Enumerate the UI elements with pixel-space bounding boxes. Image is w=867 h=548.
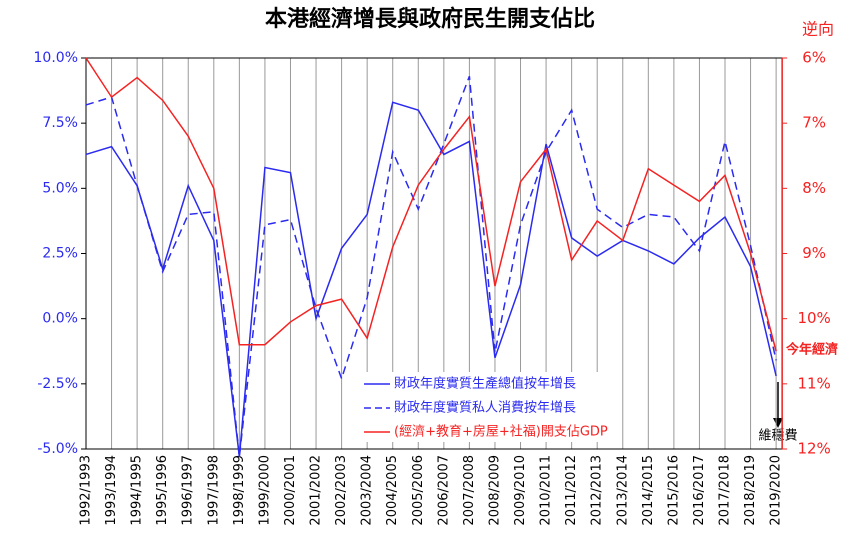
x-tick-label: 2019/2020 [769, 455, 784, 526]
legend-label: 財政年度實質私人消費按年增長 [394, 400, 576, 416]
y-tick-label: 7.5% [42, 115, 78, 131]
x-tick-label: 2015/2016 [666, 455, 681, 526]
data-line [85, 101, 777, 457]
annotation: 今年經濟 [785, 342, 838, 358]
x-tick-label: 1994/1995 [130, 455, 145, 526]
y2-tick-label: 12% [797, 440, 830, 458]
y2-tick-label: 9% [802, 244, 826, 262]
y-tick-label: 0.0% [42, 311, 78, 327]
x-tick-label: 1992/1993 [79, 455, 94, 526]
x-tick-label: 1995/1996 [155, 455, 170, 526]
x-tick-label: 1993/1994 [104, 455, 119, 526]
x-tick-label: 2006/2007 [436, 455, 451, 526]
x-tick-label: 1996/1997 [181, 455, 196, 526]
x-tick-label: 2003/2004 [360, 455, 375, 526]
annotation-arrowhead [773, 418, 783, 428]
x-tick-label: 2016/2017 [692, 455, 707, 526]
chart-title: 本港經濟增長與政府民生開支佔比 [265, 6, 595, 32]
y-tick-label: 2.5% [42, 246, 78, 262]
y2-axis-label: 逆向 [802, 20, 834, 39]
legend-label: 財政年度實質生產總值按年增長 [394, 376, 576, 392]
x-tick-label: 2014/2015 [641, 455, 656, 526]
x-tick-label: 2012/2013 [590, 455, 605, 526]
data-line [85, 75, 777, 457]
x-tick-label: 2011/2012 [564, 455, 579, 526]
x-tick-label: 2010/2011 [539, 455, 554, 526]
y2-tick-label: 6% [802, 49, 826, 67]
legend-label: (經濟+教育+房屋+社福)開支佔GDP [394, 424, 608, 440]
x-tick-label: 2005/2006 [411, 455, 426, 526]
data-line [85, 57, 777, 352]
x-tick-label: 2001/2002 [309, 455, 324, 526]
x-tick-label: 2009/2010 [513, 455, 528, 526]
x-tick-label: 1999/2000 [257, 455, 272, 526]
x-tick-label: 1997/1998 [206, 455, 221, 526]
y-tick-label: -5.0% [37, 441, 78, 457]
x-tick-label: 2013/2014 [615, 455, 630, 526]
x-tick-label: 2007/2008 [462, 455, 477, 526]
y2-tick-label: 11% [797, 374, 830, 392]
y-tick-label: 5.0% [42, 180, 78, 196]
x-tick-label: 1998/1999 [232, 455, 247, 526]
annotation: 維穩費 [758, 429, 797, 444]
x-tick-label: 2008/2009 [487, 455, 502, 526]
y2-tick-label: 7% [802, 114, 826, 132]
x-tick-label: 2000/2001 [283, 455, 298, 526]
x-tick-label: 2017/2018 [718, 455, 733, 526]
x-tick-label: 2004/2005 [385, 455, 400, 526]
x-tick-label: 2018/2019 [743, 455, 758, 526]
legend-box [360, 372, 622, 442]
y2-tick-label: 8% [802, 179, 826, 197]
y2-tick-label: 10% [797, 309, 830, 327]
y-tick-label: 10.0% [34, 50, 78, 66]
y-tick-label: -2.5% [37, 376, 78, 392]
x-tick-label: 2002/2003 [334, 455, 349, 526]
